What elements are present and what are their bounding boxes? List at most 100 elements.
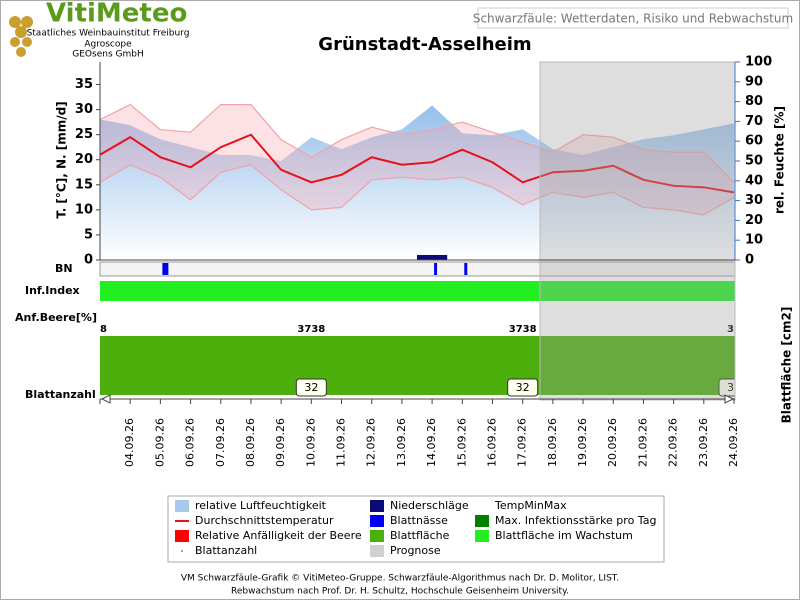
- app-title: Schwarzfäule: Wetterdaten, Risiko und Re…: [473, 12, 793, 26]
- clip-group: 38 3738 3738 37 32 32 32: [93, 324, 741, 397]
- legend-label: Relative Anfälligkeit der Beere: [195, 529, 362, 542]
- y-tick-label: 20: [75, 152, 93, 167]
- legend-label: Max. Infektionsstärke pro Tag: [495, 514, 656, 527]
- legend-swatch: [370, 530, 384, 542]
- x-tick-label: 08.09.26: [244, 418, 257, 467]
- legend-label: relative Luftfeuchtigkeit: [195, 499, 327, 512]
- y-axis-title: T. [°C], N. [mm/d]: [55, 101, 69, 218]
- x-tick-label: 14.09.26: [425, 418, 438, 467]
- x-tick-label: 05.09.26: [153, 418, 166, 467]
- scroll-arrows[interactable]: [100, 394, 735, 404]
- x-tick-label: 12.09.26: [365, 418, 378, 467]
- legend-label: Blattfläche: [390, 529, 450, 542]
- legend-swatch: [370, 545, 384, 557]
- temp-band: [100, 104, 734, 215]
- y2-tick-label: 70: [745, 114, 763, 129]
- legend-label: Blattnässe: [390, 514, 448, 527]
- legend-swatch: [175, 530, 189, 542]
- org: Agroscope: [84, 40, 132, 50]
- y2-tick-label: 80: [745, 94, 763, 109]
- temp-max-line: [99, 103, 735, 183]
- logo-grapes: [9, 16, 33, 57]
- y2-tick-label: 10: [745, 233, 763, 248]
- app-title-box: [477, 7, 789, 29]
- x-tick-label: 04.09.26: [123, 418, 136, 467]
- y-tick-label: 0: [84, 253, 93, 268]
- row-label: Inf.Index: [25, 284, 80, 297]
- leaf-area-block: [100, 336, 735, 395]
- leaf-wetness-bar: [464, 263, 468, 275]
- legend-swatch: [370, 515, 384, 527]
- x-tick-label: 24.09.26: [727, 418, 740, 467]
- y-tick-label: 30: [75, 102, 93, 117]
- legend-swatch: [175, 500, 189, 512]
- org: GEOsens GmbH: [72, 50, 143, 60]
- humidity-area: [100, 105, 734, 260]
- x-tick-label: 11.09.26: [335, 418, 348, 467]
- y-tick-label: 5: [84, 227, 93, 242]
- legend-label: Prognose: [390, 544, 441, 557]
- x-tick-label: 06.09.26: [184, 418, 197, 467]
- leaf-count-box: [507, 378, 539, 397]
- chart-title: Grünstadt-Asselheim: [318, 34, 531, 55]
- y2-tick-label: 50: [745, 154, 763, 169]
- y2-tick-label: 100: [745, 55, 772, 70]
- x-tick-label: 23.09.26: [697, 418, 710, 467]
- logo: VitiMeteo: [46, 0, 187, 29]
- x-tick-label: 16.09.26: [485, 418, 498, 467]
- y2-tick-label: 40: [745, 173, 763, 188]
- row-label: BN: [55, 262, 73, 275]
- temp-min-line: [99, 164, 735, 216]
- y2-tick-label: 20: [745, 213, 763, 228]
- x-tick-label: 07.09.26: [214, 418, 227, 467]
- org: Staatliches Weinbauinstitut Freiburg: [27, 29, 190, 39]
- legend-swatch: [475, 530, 489, 542]
- y2-axis-title: rel. Feuchte [%]: [773, 106, 787, 214]
- legend-label: Niederschläge: [390, 499, 469, 512]
- legend-label: Durchschnittstemperatur: [195, 514, 334, 527]
- x-tick-label: 18.09.26: [546, 418, 559, 467]
- inf-index-row: [100, 281, 735, 301]
- leaf-area-label: 3738: [509, 324, 537, 335]
- temp-avg-line: [99, 133, 735, 194]
- footer: VM Schwarzfäule-Grafik © VitiMeteo-Grupp…: [181, 574, 619, 584]
- footer: Rebwachstum nach Prof. Dr. H. Schultz, H…: [231, 587, 569, 597]
- y2-tick-label: 60: [745, 134, 763, 149]
- row-label: Anf.Beere[%]: [15, 311, 97, 324]
- x-tick-label: 20.09.26: [606, 418, 619, 467]
- y2-tick-label: 90: [745, 74, 763, 89]
- leaf-count-label: 32: [304, 381, 318, 394]
- x-tick-label: 09.09.26: [274, 418, 287, 467]
- leaf-count-label: 32: [727, 381, 741, 394]
- x-tick-label: 15.09.26: [455, 418, 468, 467]
- leaf-wetness-bar: [434, 263, 438, 275]
- leaf-area-label: 3738: [297, 324, 325, 335]
- legend-label: TempMinMax: [494, 499, 567, 512]
- leaf-count-box: [295, 378, 327, 397]
- leaf-area-title: Blattfläche [cm2]: [780, 307, 794, 424]
- leaf-count-box: [718, 378, 735, 397]
- x-tick-label: 10.09.26: [304, 418, 317, 467]
- y-tick-label: 10: [75, 202, 93, 217]
- y2-tick-label: 30: [745, 193, 763, 208]
- legend-swatch: [370, 500, 384, 512]
- legend-swatch: [181, 550, 183, 552]
- y-tick-label: 25: [75, 127, 93, 142]
- x-tick-label: 21.09.26: [636, 418, 649, 467]
- row-label: Blattanzahl: [25, 388, 96, 401]
- leaf-area-label: 38: [93, 324, 107, 335]
- legend-box: [167, 495, 665, 563]
- legend-label: Blattfläche im Wachstum: [495, 529, 633, 542]
- y-tick-label: 15: [75, 177, 93, 192]
- y2-tick-label: 0: [745, 253, 754, 268]
- x-tick-label: 17.09.26: [516, 418, 529, 467]
- x-tick-label: 22.09.26: [667, 418, 680, 467]
- forecast-shade: [539, 61, 736, 401]
- precip-bar: [417, 254, 448, 260]
- x-tick-label: 19.09.26: [576, 418, 589, 467]
- legend-label: Blattanzahl: [195, 544, 257, 557]
- leaf-wetness-bar: [162, 263, 169, 275]
- x-tick-label: 13.09.26: [395, 418, 408, 467]
- legend-swatch: [475, 515, 489, 527]
